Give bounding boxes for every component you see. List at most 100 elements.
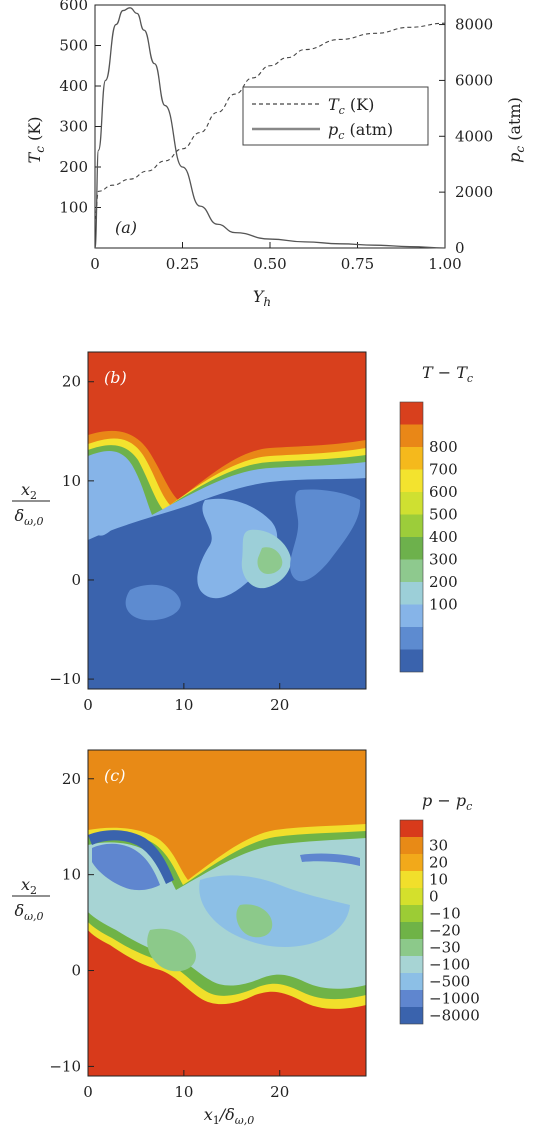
right-tick-label: 4000 [455, 127, 493, 145]
colorbar-swatch [400, 627, 423, 650]
panel-c-label: (c) [104, 766, 125, 785]
right-tick-label: 8000 [455, 16, 493, 34]
legend-entry-temperature: Tc (K) [328, 95, 374, 117]
colorbar-swatch [400, 649, 423, 672]
x-tick-label: 0 [83, 696, 93, 714]
panel-b-y-label-top: x2 [21, 480, 37, 502]
x-tick-label: 10 [174, 1083, 193, 1101]
right-tick-label: 0 [455, 239, 465, 257]
colorbar-label: −20 [429, 922, 461, 940]
colorbar-swatch [400, 922, 423, 939]
colorbar-swatch [400, 854, 423, 871]
colorbar-swatch [400, 956, 423, 973]
colorbar-swatch [400, 514, 423, 537]
panel-b-x-ticks: 0 10 20 [83, 683, 289, 714]
colorbar-label: 0 [429, 888, 439, 906]
colorbar-label: 700 [429, 461, 458, 479]
field-b-vortex-core [89, 452, 132, 536]
field-c-dark-streak [300, 853, 360, 866]
x-tick-label: 0 [83, 1083, 93, 1101]
colorbar-label: 30 [429, 837, 448, 855]
colorbar-swatch [400, 837, 423, 854]
panel-b-frame [87, 351, 367, 690]
colorbar-label: −8000 [429, 1007, 480, 1025]
colorbar-outline [399, 819, 424, 1025]
colorbar-swatch [400, 424, 423, 447]
left-tick-label: 100 [59, 199, 88, 217]
y-tick-label: 0 [71, 571, 81, 589]
field-b [88, 352, 366, 689]
colorbar-label: −30 [429, 939, 461, 957]
right-tick-label: 6000 [455, 71, 493, 89]
panel-a-legend: Tc (K) pc (atm) [242, 86, 429, 146]
field-b-mixing-patch-1 [197, 498, 278, 599]
colorbar-swatch [400, 447, 423, 470]
panel-a-y2-label: pc (atm) [505, 97, 527, 163]
x-tick-label: 20 [270, 696, 289, 714]
colorbar-b: 800 700 600 500 400 300 200 100 [399, 401, 458, 673]
colorbar-swatch [400, 604, 423, 627]
colorbar-swatch [400, 871, 423, 888]
panel-b-y-label: x2 δω,0 [12, 480, 50, 528]
colorbar-label: 20 [429, 854, 448, 872]
colorbar-label: 100 [429, 596, 458, 614]
x-tick-label: 20 [270, 1083, 289, 1101]
colorbar-label: 500 [429, 506, 458, 524]
x-tick-label: 10 [174, 696, 193, 714]
field-c [88, 750, 366, 1076]
panel-c-y-ticks: 20 10 0 −10 [49, 770, 94, 1075]
colorbar-swatch [400, 469, 423, 492]
field-c-vortex-ring [88, 830, 174, 884]
left-tick-label: 400 [59, 77, 88, 95]
field-b-patch-lower [125, 584, 181, 621]
panel-a-y-label: Tc (K) [25, 117, 47, 164]
colorbar-swatch [400, 939, 423, 956]
colorbar-label: −10 [429, 905, 461, 923]
y-tick-label: 20 [62, 373, 81, 391]
colorbar-label: −100 [429, 956, 470, 974]
panel-c-frame [87, 749, 367, 1077]
legend-entry-pressure: pc (atm) [328, 120, 393, 142]
left-tick-label: 200 [59, 158, 88, 176]
colorbar-label: −1000 [429, 990, 480, 1008]
panel-c-y-label-bottom: δω,0 [14, 901, 43, 923]
panel-a-series [94, 7, 446, 249]
x-tick-label: 1.00 [428, 255, 461, 273]
y-tick-label: 10 [62, 472, 81, 490]
x-tick-label: 0.75 [341, 255, 374, 273]
left-tick-label: 500 [59, 37, 88, 55]
colorbar-c-title: p − pc [422, 791, 472, 813]
right-tick-label: 2000 [455, 183, 493, 201]
y-tick-label: −10 [49, 670, 81, 688]
x-tick-label: 0 [90, 255, 100, 273]
colorbar-swatch [400, 888, 423, 905]
panel-b-y-ticks: 20 10 0 −10 [49, 373, 94, 688]
field-c-vortex-inner [92, 843, 160, 891]
colorbar-label: 200 [429, 573, 458, 591]
panel-b-label: (b) [104, 368, 127, 387]
colorbar-outline [399, 401, 424, 673]
colorbar-label: 400 [429, 528, 458, 546]
colorbar-swatch [400, 973, 423, 990]
field-b-mixing-patch-4 [290, 489, 361, 582]
panel-a-left-ticks: 100 200 300 400 500 600 [59, 0, 101, 217]
colorbar-swatch [400, 537, 423, 560]
field-c-patch-green-2 [236, 904, 273, 938]
colorbar-swatch [400, 990, 423, 1007]
panel-c-x-label: x1/δω,0 [204, 1105, 255, 1127]
colorbar-swatch [400, 492, 423, 515]
x-tick-label: 0.25 [166, 255, 199, 273]
x-tick-label: 0.50 [253, 255, 286, 273]
legend-box [242, 86, 429, 146]
y-tick-label: 10 [62, 866, 81, 884]
panel-c-y-label: x2 δω,0 [12, 875, 50, 923]
field-c-patch-light [199, 875, 350, 947]
colorbar-label: 800 [429, 438, 458, 456]
field-c-patch-green-1 [147, 928, 196, 972]
colorbar-label: −500 [429, 973, 470, 991]
colorbar-swatch [400, 402, 423, 425]
